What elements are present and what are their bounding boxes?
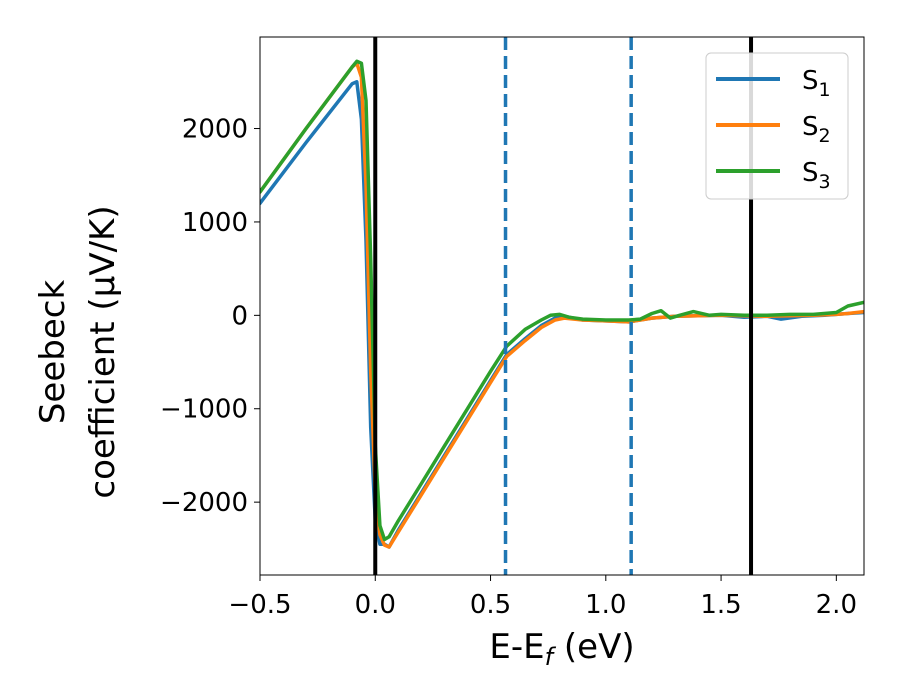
y-axis-label-line2: coefficient (μV/K) bbox=[83, 205, 123, 498]
x-tick-label: −0.5 bbox=[228, 590, 291, 620]
y-tick-label: 0 bbox=[231, 301, 248, 331]
y-tick-label: 2000 bbox=[182, 115, 248, 145]
x-tick-label: 1.5 bbox=[700, 590, 741, 620]
x-tick-label: 1.0 bbox=[585, 590, 626, 620]
x-ticks: −0.5 0.0 0.5 1.0 1.5 2.0 bbox=[228, 575, 857, 620]
vertical-lines bbox=[373, 37, 754, 575]
x-tick-label: 2.0 bbox=[816, 590, 857, 620]
y-tick-label: −1000 bbox=[160, 395, 248, 425]
y-axis-label-line1: Seebeck bbox=[33, 280, 73, 425]
legend-label-2: S2 bbox=[802, 112, 831, 147]
legend: S1 S2 S3 bbox=[705, 52, 849, 200]
y-ticks: −2000 −1000 0 1000 2000 bbox=[160, 115, 260, 518]
x-axis-label-suffix: (eV) bbox=[553, 627, 635, 667]
legend-label-1: S1 bbox=[802, 66, 831, 101]
y-tick-label: 1000 bbox=[182, 208, 248, 238]
y-tick-label: −2000 bbox=[160, 488, 248, 518]
series-line-3 bbox=[260, 59, 864, 542]
x-tick-label: 0.5 bbox=[470, 590, 511, 620]
axes-frame bbox=[259, 36, 865, 576]
x-axis-label: E-Ef (eV) bbox=[489, 627, 634, 671]
legend-label-3: S3 bbox=[802, 158, 831, 193]
x-tick-label: 0.0 bbox=[355, 590, 396, 620]
